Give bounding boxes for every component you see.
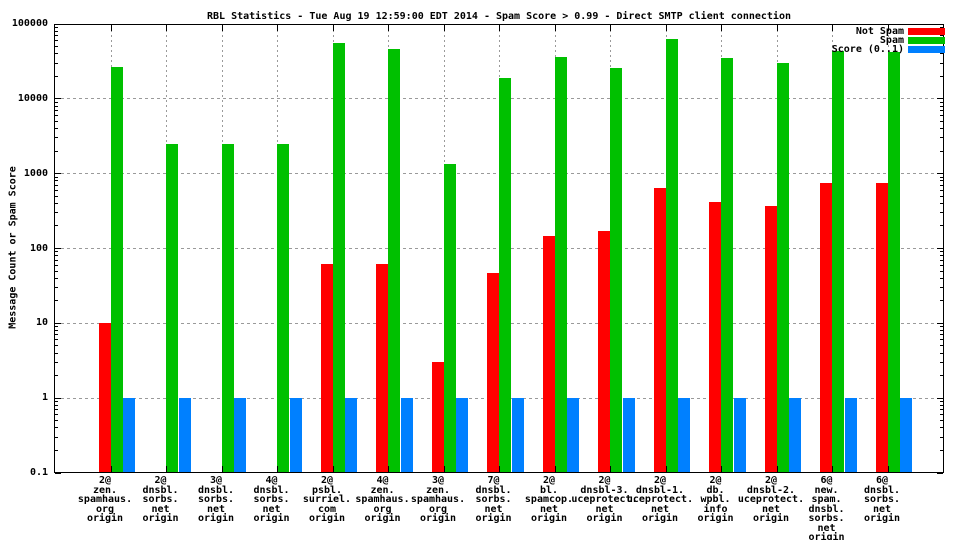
bar-score-0-1--8 <box>567 398 580 473</box>
legend-row-score: Score (0..1) <box>831 44 945 55</box>
y-tick-label-1: 1 <box>41 392 48 404</box>
bar-spam-4 <box>332 42 345 473</box>
bar-score-0-1--12 <box>789 398 802 473</box>
x-category-label-1: 2@ dnsbl. sorbs. net origin <box>142 475 179 524</box>
bar-score-0-1--5 <box>400 398 413 473</box>
legend: Not Spam Spam Score (0..1) <box>831 26 945 55</box>
x-category-label-10: 2@ dnsbl-1. uceprotect. net origin <box>626 475 694 524</box>
bar-spam-13 <box>832 50 844 473</box>
bar-not-spam-6 <box>431 362 444 473</box>
bar-spam-8 <box>554 57 567 473</box>
bar-spam-5 <box>388 49 400 473</box>
bar-score-0-1--1 <box>178 398 191 473</box>
bar-not-spam-11 <box>709 201 721 473</box>
y-tick-label-10000: 10000 <box>17 92 48 104</box>
x-category-label-5: 4@ zen. spamhaus. org origin <box>355 475 410 524</box>
bar-spam-9 <box>610 67 622 473</box>
bar-not-spam-4 <box>320 264 333 473</box>
x-category-label-12: 2@ dnsbl-2. uceprotect. net origin <box>737 475 805 524</box>
bar-spam-12 <box>776 63 789 473</box>
y-tick-label-1000: 1000 <box>23 167 48 179</box>
bar-spam-3 <box>277 143 289 473</box>
x-category-label-3: 4@ dnsbl. sorbs. net origin <box>253 475 290 524</box>
bar-not-spam-14 <box>875 183 888 473</box>
bar-spam-14 <box>887 52 900 473</box>
bar-spam-11 <box>721 58 733 473</box>
legend-row-spam: Spam <box>832 35 945 46</box>
x-category-label-9: 2@ dnsbl-3. uceprotect. net origin <box>571 475 638 524</box>
bar-spam-7 <box>499 77 511 473</box>
x-category-label-7: 7@ dnsbl. sorbs. net origin <box>475 475 512 524</box>
x-category-label-11: 2@ db. wpbl. info origin <box>697 475 734 524</box>
legend-swatch-not-spam <box>908 28 945 35</box>
bar-spam-2 <box>221 143 234 473</box>
legend-row-not-spam: Not Spam <box>832 26 945 37</box>
legend-swatch-spam <box>908 37 945 44</box>
legend-label-spam: Spam <box>879 35 904 46</box>
y-tick-label-100: 100 <box>29 242 48 254</box>
bar-spam-1 <box>166 143 178 473</box>
bar-spam-6 <box>443 163 456 473</box>
bar-score-0-1--9 <box>622 398 635 473</box>
bar-not-spam-0 <box>98 323 111 473</box>
legend-label-not-spam: Not Spam <box>855 26 904 37</box>
legend-swatch-score <box>908 46 945 53</box>
chart-title: RBL Statistics - Tue Aug 19 12:59:00 EDT… <box>207 11 791 22</box>
legend-label-score: Score (0..1) <box>831 44 904 55</box>
y-tick-label-10: 10 <box>35 317 48 329</box>
bar-not-spam-5 <box>376 264 388 473</box>
bar-score-0-1--2 <box>234 398 247 473</box>
bar-not-spam-13 <box>820 183 832 473</box>
bar-score-0-1--4 <box>345 398 358 473</box>
bar-score-0-1--7 <box>511 398 524 473</box>
bar-score-0-1--13 <box>844 398 857 473</box>
bar-not-spam-9 <box>598 230 610 473</box>
x-category-label-8: 2@ bl. spamcop. net origin <box>524 475 574 524</box>
bar-spam-0 <box>110 66 123 473</box>
bar-score-0-1--11 <box>733 398 746 473</box>
bar-score-0-1--6 <box>456 398 469 473</box>
x-category-label-4: 2@ psbl. surriel. com origin <box>302 475 352 524</box>
bar-not-spam-8 <box>542 236 555 473</box>
bar-score-0-1--3 <box>289 398 302 473</box>
bar-spam-10 <box>665 38 678 473</box>
bar-not-spam-7 <box>487 273 499 473</box>
bar-score-0-1--0 <box>123 398 136 473</box>
y-tick-label-100000: 100000 <box>11 18 48 29</box>
x-category-label-2: 3@ dnsbl. sorbs. net origin <box>197 475 235 524</box>
x-category-label-13: 6@ new. spam. dnsbl. sorbs. net origin <box>808 475 845 540</box>
y-tick-label-0.1: 0.1 <box>29 467 48 478</box>
bar-score-0-1--10 <box>678 398 691 473</box>
bar-score-0-1--14 <box>900 398 913 473</box>
bar-not-spam-10 <box>653 188 666 473</box>
x-category-label-0: 2@ zen. spamhaus. org origin <box>77 475 133 524</box>
x-category-label-6: 3@ zen. spamhaus. org origin <box>410 475 466 524</box>
bar-not-spam-12 <box>764 205 777 473</box>
x-category-label-14: 6@ dnsbl. sorbs. net origin <box>863 475 901 524</box>
